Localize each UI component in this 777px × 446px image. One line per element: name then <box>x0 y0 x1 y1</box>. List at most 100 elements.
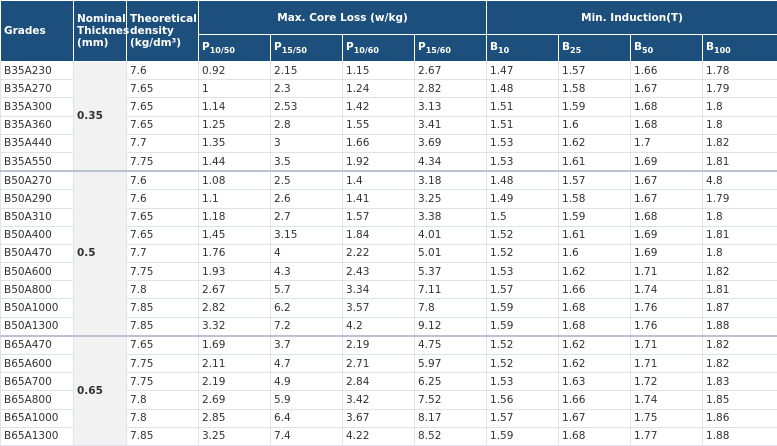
value-cell: 5.97 <box>415 355 487 373</box>
value-cell: 1.59 <box>487 317 559 336</box>
value-cell: 1.53 <box>487 263 559 281</box>
value-cell: 1.59 <box>559 98 631 116</box>
value-cell: 1.71 <box>631 336 703 355</box>
grade: B65A1300 <box>1 427 74 445</box>
value-cell: 1.8 <box>703 116 777 134</box>
value-cell: 1.58 <box>559 190 631 208</box>
value-cell: 3.67 <box>343 409 415 427</box>
value-cell: 1.69 <box>631 226 703 244</box>
value-cell: 1.78 <box>703 62 777 80</box>
value-cell: 9.12 <box>415 317 487 336</box>
column-subscript: 50 <box>642 46 653 55</box>
value-cell: 1.67 <box>631 171 703 190</box>
value-cell: 1.81 <box>703 281 777 299</box>
value-cell: 4.01 <box>415 226 487 244</box>
value-cell: 3.18 <box>415 171 487 190</box>
value-cell: 0.92 <box>199 62 271 80</box>
value-cell: 1.62 <box>559 263 631 281</box>
value-cell: 2.71 <box>343 355 415 373</box>
grade: B50A290 <box>1 190 74 208</box>
value-cell: 3.7 <box>271 336 343 355</box>
grade: B35A440 <box>1 134 74 152</box>
value-cell: 1.87 <box>703 299 777 317</box>
value-cell: 4.75 <box>415 336 487 355</box>
value-cell: 7.65 <box>127 98 199 116</box>
column-header: P15/60 <box>415 35 487 62</box>
value-cell: 7.75 <box>127 355 199 373</box>
thickness: 0.5 <box>74 171 127 336</box>
value-cell: 1.74 <box>631 281 703 299</box>
value-cell: 1.79 <box>703 190 777 208</box>
value-cell: 3.38 <box>415 208 487 226</box>
value-cell: 1.81 <box>703 152 777 171</box>
value-cell: 2.53 <box>271 98 343 116</box>
value-cell: 1.53 <box>487 134 559 152</box>
value-cell: 1.76 <box>199 244 271 262</box>
column-subscript: 10 <box>498 46 509 55</box>
value-cell: 1.56 <box>487 391 559 409</box>
column-symbol: P <box>274 41 282 53</box>
column-symbol: B <box>562 41 570 53</box>
grade: B65A470 <box>1 336 74 355</box>
value-cell: 1.24 <box>343 80 415 98</box>
column-symbol: P <box>202 41 210 53</box>
value-cell: 1.1 <box>199 190 271 208</box>
value-cell: 1.62 <box>559 355 631 373</box>
value-cell: 2.69 <box>199 391 271 409</box>
value-cell: 7.75 <box>127 152 199 171</box>
grade: B65A700 <box>1 373 74 391</box>
core-loss-header: Max. Core Loss (w/kg) <box>199 1 487 35</box>
value-cell: 1.67 <box>631 190 703 208</box>
value-cell: 7.7 <box>127 134 199 152</box>
value-cell: 4.3 <box>271 263 343 281</box>
grade: B50A1000 <box>1 299 74 317</box>
value-cell: 1.59 <box>559 208 631 226</box>
value-cell: 1.42 <box>343 98 415 116</box>
value-cell: 4.9 <box>271 373 343 391</box>
value-cell: 1.66 <box>631 62 703 80</box>
grade: B35A230 <box>1 62 74 80</box>
value-cell: 1.51 <box>487 98 559 116</box>
value-cell: 2.67 <box>415 62 487 80</box>
value-cell: 1.6 <box>559 244 631 262</box>
value-cell: 3 <box>271 134 343 152</box>
value-cell: 7.65 <box>127 226 199 244</box>
value-cell: 2.11 <box>199 355 271 373</box>
value-cell: 7.7 <box>127 244 199 262</box>
value-cell: 7.6 <box>127 171 199 190</box>
value-cell: 1.83 <box>703 373 777 391</box>
value-cell: 1.5 <box>487 208 559 226</box>
grade: B50A270 <box>1 171 74 190</box>
value-cell: 1.66 <box>343 134 415 152</box>
column-header: B25 <box>559 35 631 62</box>
column-subscript: 10/50 <box>210 46 235 55</box>
value-cell: 1.52 <box>487 244 559 262</box>
column-header: B50 <box>631 35 703 62</box>
value-cell: 2.82 <box>415 80 487 98</box>
value-cell: 1.92 <box>343 152 415 171</box>
value-cell: 3.69 <box>415 134 487 152</box>
value-cell: 7.65 <box>127 208 199 226</box>
column-header: B100 <box>703 35 777 62</box>
value-cell: 1.18 <box>199 208 271 226</box>
value-cell: 1.69 <box>199 336 271 355</box>
value-cell: 1.68 <box>631 208 703 226</box>
value-cell: 1.57 <box>487 409 559 427</box>
grade: B50A1300 <box>1 317 74 336</box>
value-cell: 1.61 <box>559 152 631 171</box>
value-cell: 1.8 <box>703 208 777 226</box>
value-cell: 1.75 <box>631 409 703 427</box>
value-cell: 8.17 <box>415 409 487 427</box>
column-subscript: 15/50 <box>282 46 307 55</box>
value-cell: 2.67 <box>199 281 271 299</box>
value-cell: 1.57 <box>487 281 559 299</box>
value-cell: 7.2 <box>271 317 343 336</box>
value-cell: 5.01 <box>415 244 487 262</box>
value-cell: 1.57 <box>559 62 631 80</box>
value-cell: 1.41 <box>343 190 415 208</box>
value-cell: 2.8 <box>271 116 343 134</box>
value-cell: 4.8 <box>703 171 777 190</box>
column-header: P10/50 <box>199 35 271 62</box>
